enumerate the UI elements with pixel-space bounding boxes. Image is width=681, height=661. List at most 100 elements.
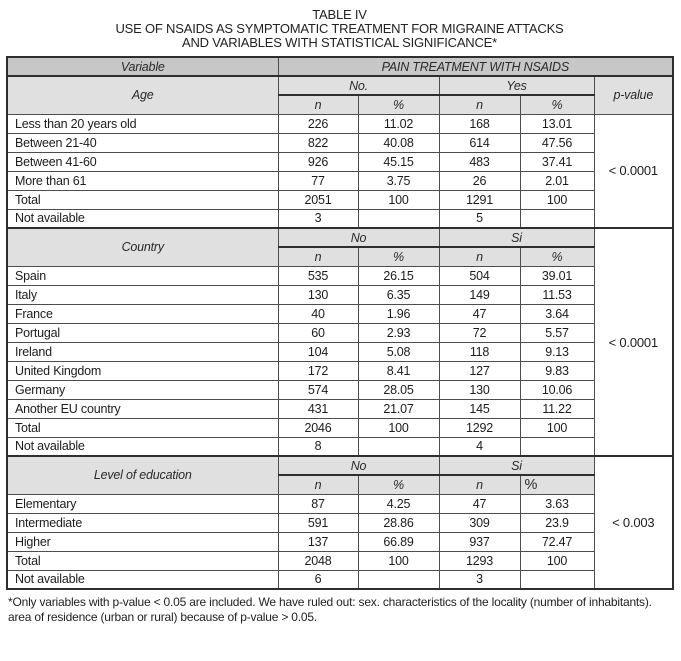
- n-header: n: [438, 246, 521, 267]
- yes-n-cell: 127: [438, 360, 521, 381]
- row-label: Not available: [6, 208, 279, 229]
- no-pct-cell: 40.08: [357, 132, 440, 153]
- yes-n-cell: 614: [438, 132, 521, 153]
- table-row: United Kingdom 172 8.41 127 9.83: [6, 360, 673, 381]
- no-pct-cell: 100: [357, 189, 440, 210]
- yes-n-cell: 47: [438, 493, 521, 514]
- row-label: Not available: [6, 436, 279, 457]
- no-pct-cell: 1.96: [357, 303, 440, 324]
- table-title-line-1: USE OF NSAIDS AS SYMPTOMATIC TREATMENT F…: [115, 21, 564, 36]
- yes-n-cell: 168: [438, 113, 521, 134]
- yes-pct-cell: 9.13: [519, 341, 595, 362]
- row-label: Between 21-40: [6, 132, 279, 153]
- education-subheader-row: n % n %: [7, 474, 673, 495]
- table-row: Between 21-40 822 40.08 614 47.56: [6, 132, 673, 153]
- yes-pct-cell: 9.83: [519, 360, 595, 381]
- row-label: Not available: [6, 569, 279, 590]
- row-label: Another EU country: [6, 398, 279, 419]
- yes-pct-cell: [519, 436, 595, 457]
- row-label: Italy: [6, 284, 279, 305]
- no-pct-cell: 100: [357, 550, 440, 571]
- table-row: Another EU country 431 21.07 145 11.22: [6, 398, 673, 419]
- row-label: Less than 20 years old: [6, 113, 279, 134]
- table-row: Germany 574 28.05 130 10.06: [6, 379, 673, 400]
- no-header: No: [277, 227, 440, 248]
- row-label: Portugal: [6, 322, 279, 343]
- no-n-cell: 2051: [277, 189, 359, 210]
- no-pct-cell: 8.41: [357, 360, 440, 381]
- yes-pct-cell: 100: [519, 417, 595, 438]
- country-header-row: Country No Si < 0.0001: [6, 227, 674, 457]
- row-label: France: [6, 303, 279, 324]
- country-subheader-row: n % n %: [7, 246, 673, 267]
- no-pct-cell: [357, 208, 440, 229]
- yes-pct-cell: [519, 569, 595, 590]
- yes-pct-cell: 13.01: [519, 113, 595, 134]
- row-label: Total: [6, 189, 279, 210]
- n-header: n: [277, 94, 359, 115]
- yes-n-cell: 937: [438, 531, 521, 552]
- row-label: Germany: [6, 379, 279, 400]
- yes-n-cell: 4: [438, 436, 521, 457]
- no-pct-cell: 5.08: [357, 341, 440, 362]
- row-label: Total: [6, 417, 279, 438]
- row-label: Higher: [6, 531, 279, 552]
- yes-n-cell: 1291: [438, 189, 521, 210]
- si-header: Si: [438, 455, 595, 476]
- yes-header: Yes: [438, 75, 595, 96]
- row-label: Total: [6, 550, 279, 571]
- no-n-cell: 591: [277, 512, 359, 533]
- no-n-cell: 535: [277, 265, 359, 286]
- n-header: n: [277, 246, 359, 267]
- no-header: No.: [277, 75, 440, 96]
- table-row: Elementary 87 4.25 47 3.63: [6, 493, 673, 514]
- row-label: Ireland: [6, 341, 279, 362]
- yes-pct-cell: 37.41: [519, 151, 595, 172]
- treatment-header: PAIN TREATMENT WITH NSAIDS: [277, 56, 674, 77]
- section-label-country: Country: [6, 227, 279, 267]
- no-n-cell: 926: [277, 151, 359, 172]
- no-n-cell: 60: [277, 322, 359, 343]
- si-header: Si: [438, 227, 595, 248]
- no-n-cell: 87: [277, 493, 359, 514]
- yes-n-cell: 483: [438, 151, 521, 172]
- table-header-row: Variable PAIN TREATMENT WITH NSAIDS: [6, 56, 674, 77]
- n-header: n: [277, 474, 359, 495]
- no-n-cell: 77: [277, 170, 359, 191]
- yes-pct-cell: [519, 208, 595, 229]
- table-row: Total 2048 100 1293 100: [6, 550, 673, 571]
- yes-n-cell: 3: [438, 569, 521, 590]
- no-n-cell: 104: [277, 341, 359, 362]
- pct-header: %: [357, 94, 440, 115]
- table-row: Not available 3 5: [6, 208, 673, 229]
- row-label: Between 41-60: [6, 151, 279, 172]
- yes-n-cell: 47: [438, 303, 521, 324]
- no-n-cell: 226: [277, 113, 359, 134]
- education-header-row: Level of education No Si < 0.003: [6, 455, 674, 590]
- yes-n-cell: 1292: [438, 417, 521, 438]
- table-footnote: *Only variables with p-value < 0.05 are …: [8, 595, 652, 624]
- pct-header: %: [519, 246, 595, 267]
- row-label: United Kingdom: [6, 360, 279, 381]
- table-row: Intermediate 591 28.86 309 23.9: [6, 512, 673, 533]
- yes-pct-cell: 23.9: [519, 512, 595, 533]
- yes-pct-cell: 47.56: [519, 132, 595, 153]
- table-row: Total 2051 100 1291 100: [6, 189, 673, 210]
- yes-n-cell: 130: [438, 379, 521, 400]
- no-pct-cell: 28.86: [357, 512, 440, 533]
- table-row: Italy 130 6.35 149 11.53: [6, 284, 673, 305]
- no-n-cell: 40: [277, 303, 359, 324]
- no-header: No: [277, 455, 440, 476]
- no-n-cell: 8: [277, 436, 359, 457]
- no-n-cell: 3: [277, 208, 359, 229]
- no-pct-cell: 6.35: [357, 284, 440, 305]
- no-pct-cell: 2.93: [357, 322, 440, 343]
- table-row: Portugal 60 2.93 72 5.57: [6, 322, 673, 343]
- pct-header: %: [519, 474, 595, 495]
- row-label: Elementary: [6, 493, 279, 514]
- no-pct-cell: 3.75: [357, 170, 440, 191]
- no-n-cell: 172: [277, 360, 359, 381]
- statistics-table: Variable PAIN TREATMENT WITH NSAIDS Age …: [6, 56, 675, 590]
- pct-header: %: [519, 94, 595, 115]
